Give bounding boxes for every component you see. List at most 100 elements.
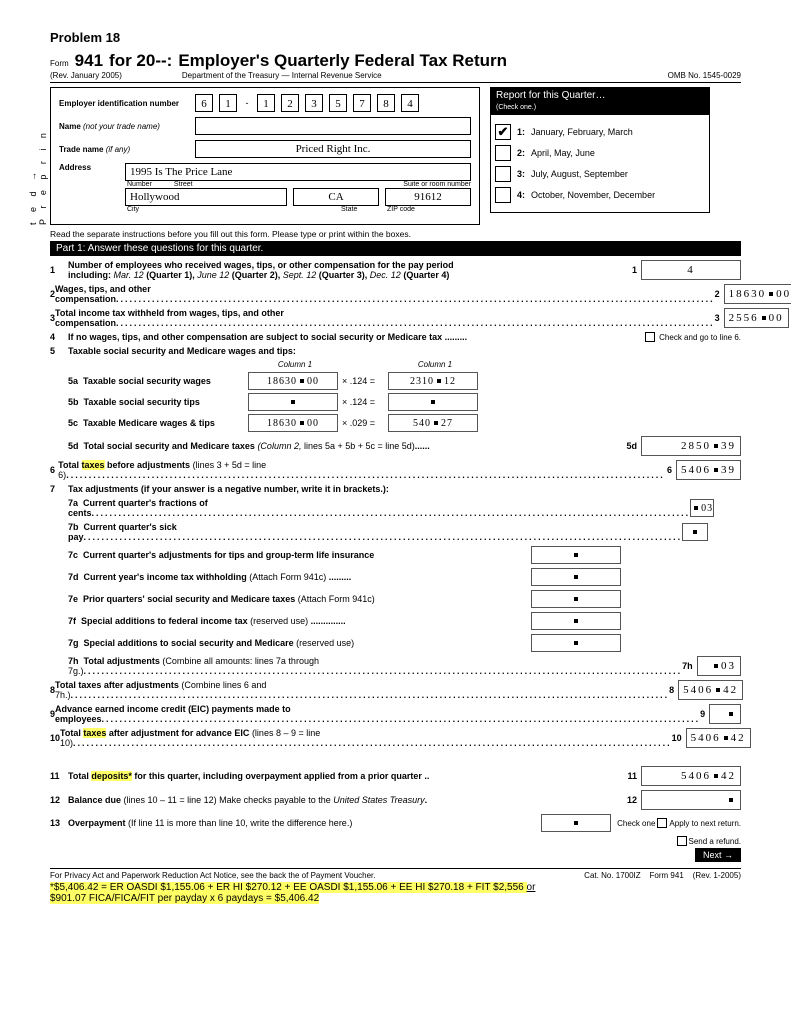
line5a-col1[interactable]: 1863000 bbox=[248, 372, 338, 390]
line7g-value[interactable] bbox=[531, 634, 621, 652]
line7e-value[interactable] bbox=[531, 590, 621, 608]
line9-value[interactable] bbox=[709, 704, 741, 724]
ein-digit[interactable]: 1 bbox=[257, 94, 275, 112]
line5d-value[interactable]: 285039 bbox=[641, 436, 741, 456]
line5c-col1[interactable]: 1863000 bbox=[248, 414, 338, 432]
street-input[interactable]: 1995 Is The Price Lane bbox=[125, 163, 471, 181]
ein-digit[interactable]: 4 bbox=[401, 94, 419, 112]
line12-value[interactable] bbox=[641, 790, 741, 810]
line-10: 10 Total taxes after adjustment for adva… bbox=[50, 728, 741, 748]
line-5: 5 Taxable social security and Medicare w… bbox=[50, 346, 741, 356]
part1-header: Part 1: Answer these questions for this … bbox=[50, 241, 741, 256]
form-title: Employer's Quarterly Federal Tax Return bbox=[178, 51, 507, 71]
ein-digit[interactable]: 6 bbox=[195, 94, 213, 112]
form-prefix: Form bbox=[50, 59, 69, 68]
line-7a: 7a Current quarter's fractions of cents0… bbox=[50, 498, 741, 518]
line10-value[interactable]: 540642 bbox=[686, 728, 751, 748]
identification-box: Employer identification number 6 1 - 1 2… bbox=[50, 87, 480, 225]
line7a-value[interactable]: 03 bbox=[690, 499, 714, 517]
line-3: 3 Total income tax withheld from wages, … bbox=[50, 308, 741, 328]
trade-name-input[interactable]: Priced Right Inc. bbox=[195, 140, 471, 158]
line-7: 7 Tax adjustments (if your answer is a n… bbox=[50, 484, 741, 494]
state-sublabel: State bbox=[339, 206, 385, 213]
column2-header: Column 1 bbox=[390, 360, 480, 369]
line-5c: 5c Taxable Medicare wages & tips 1863000… bbox=[50, 414, 741, 432]
read-instructions: Read the separate instructions before yo… bbox=[50, 229, 741, 239]
line-5b: 5b Taxable social security tips × .124 = bbox=[50, 393, 741, 411]
calculation-note: *$5,406.42 = ER OASDI $1,155.06 + ER HI … bbox=[50, 882, 741, 904]
column1-header: Column 1 bbox=[250, 360, 340, 369]
suite-label: Suite or room number bbox=[401, 181, 471, 188]
line8-value[interactable]: 540642 bbox=[678, 680, 743, 700]
city-input[interactable]: Hollywood bbox=[125, 188, 287, 206]
form-for: for 20--: bbox=[109, 51, 172, 71]
sub-header: (Rev. January 2005) Department of the Tr… bbox=[50, 71, 741, 83]
line4-checkbox[interactable] bbox=[645, 332, 655, 342]
report-header: Report for this Quarter… bbox=[490, 87, 710, 104]
ein-digit[interactable]: 3 bbox=[305, 94, 323, 112]
line-7g: 7g Special additions to social security … bbox=[50, 634, 741, 652]
line-12: 12 Balance due (lines 10 – 11 = line 12)… bbox=[50, 790, 741, 810]
line-11: 11 Total deposits* for this quarter, inc… bbox=[50, 766, 741, 786]
name-label: Name (not your trade name) bbox=[59, 122, 189, 131]
next-button[interactable]: Next → bbox=[695, 848, 741, 862]
line5c-col2[interactable]: 54027 bbox=[388, 414, 478, 432]
line11-value[interactable]: 540642 bbox=[641, 766, 741, 786]
line-8: 8 Total taxes after adjustments (Combine… bbox=[50, 680, 741, 700]
line-7f: 7f Special additions to federal income t… bbox=[50, 612, 741, 630]
zip-sublabel: ZIP code bbox=[385, 206, 471, 213]
line7f-value[interactable] bbox=[531, 612, 621, 630]
name-input[interactable] bbox=[195, 117, 471, 135]
line-1: 1 Number of employees who received wages… bbox=[50, 260, 741, 280]
line7h-value[interactable]: 03 bbox=[697, 656, 741, 676]
q2-checkbox[interactable] bbox=[495, 145, 511, 161]
ein-digit[interactable]: 5 bbox=[329, 94, 347, 112]
line-9: 9 Advance earned income credit (EIC) pay… bbox=[50, 704, 741, 724]
line7d-value[interactable] bbox=[531, 568, 621, 586]
address-label: Address bbox=[59, 163, 119, 172]
line5a-col2[interactable]: 231012 bbox=[388, 372, 478, 390]
preprinted-label: P r e p r i n t e d → bbox=[28, 117, 48, 225]
revision: (Rev. January 2005) bbox=[50, 71, 122, 80]
line2-value[interactable]: 1863000 bbox=[724, 284, 791, 304]
line3-value[interactable]: 255600 bbox=[724, 308, 789, 328]
line-7h: 7h Total adjustments (Combine all amount… bbox=[50, 656, 741, 676]
line-7e: 7e Prior quarters' social security and M… bbox=[50, 590, 741, 608]
state-input[interactable]: CA bbox=[293, 188, 379, 206]
ein-digit[interactable]: 1 bbox=[219, 94, 237, 112]
form-header: Form 941 for 20--: Employer's Quarterly … bbox=[50, 51, 741, 71]
line13-value[interactable] bbox=[541, 814, 611, 832]
line7b-value[interactable] bbox=[682, 523, 708, 541]
q1-checkbox[interactable]: ✔ bbox=[495, 124, 511, 140]
footer: For Privacy Act and Paperwork Reduction … bbox=[50, 868, 741, 880]
line1-value[interactable]: 4 bbox=[641, 260, 741, 280]
ein-digit[interactable]: 7 bbox=[353, 94, 371, 112]
ein-label: Employer identification number bbox=[59, 99, 189, 108]
q3-checkbox[interactable] bbox=[495, 166, 511, 182]
line-5d: 5d Total social security and Medicare ta… bbox=[50, 436, 741, 456]
line-7d: 7d Current year's income tax withholding… bbox=[50, 568, 741, 586]
line-7b: 7b Current quarter's sick pay bbox=[50, 522, 741, 542]
line-5a: 5a Taxable social security wages 1863000… bbox=[50, 372, 741, 390]
apply-checkbox[interactable] bbox=[657, 818, 667, 828]
zip-input[interactable]: 91612 bbox=[385, 188, 471, 206]
city-sublabel: City bbox=[125, 206, 339, 213]
line5b-col2[interactable] bbox=[388, 393, 478, 411]
line6-value[interactable]: 540639 bbox=[676, 460, 741, 480]
refund-checkbox[interactable] bbox=[677, 836, 687, 846]
q4-checkbox[interactable] bbox=[495, 187, 511, 203]
ein-digit[interactable]: 2 bbox=[281, 94, 299, 112]
line-6: 6 Total taxes before adjustments (lines … bbox=[50, 460, 741, 480]
line7c-value[interactable] bbox=[531, 546, 621, 564]
ein-digit[interactable]: 8 bbox=[377, 94, 395, 112]
report-sub: (Check one.) bbox=[490, 104, 710, 114]
ein-sep: - bbox=[243, 98, 251, 108]
line5b-col1[interactable] bbox=[248, 393, 338, 411]
street-sublabel: Street bbox=[172, 181, 193, 188]
line-4: 4 If no wages, tips, and other compensat… bbox=[50, 332, 741, 342]
number-label: Number bbox=[125, 181, 152, 188]
trade-name-label: Trade name (if any) bbox=[59, 145, 189, 154]
report-quarter-box: Report for this Quarter… (Check one.) ✔1… bbox=[490, 87, 710, 225]
line-7c: 7c Current quarter's adjustments for tip… bbox=[50, 546, 741, 564]
omb-number: OMB No. 1545-0029 bbox=[668, 71, 741, 80]
